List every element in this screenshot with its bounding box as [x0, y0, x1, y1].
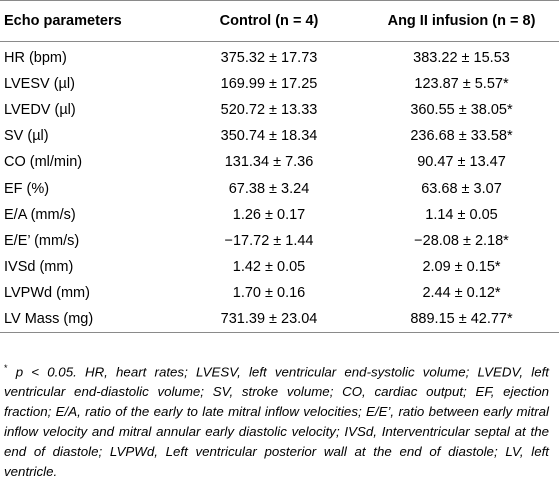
ang-ii-value: −28.08 ± 2.18* — [414, 232, 509, 249]
ang-ii-value: 2.44 ± 0.12* — [422, 284, 501, 301]
ang-ii-value: 2.09 ± 0.15* — [422, 258, 501, 275]
control-value: 67.38 ± 3.24 — [228, 180, 310, 197]
control-value: 520.72 ± 13.33 — [220, 102, 318, 119]
control-value: 169.99 ± 17.25 — [220, 76, 318, 93]
table-row: LV Mass (mg) 731.39 ± 23.04 889.15 ± 42.… — [0, 305, 559, 334]
table-row: E/E’ (mm/s) −17.72 ± 1.44 −28.08 ± 2.18* — [0, 228, 559, 254]
ang-ii-value: 236.68 ± 33.58* — [410, 128, 513, 145]
footnote-marker: * — [4, 363, 8, 373]
ang-ii-value: 63.68 ± 3.07 — [421, 180, 502, 197]
control-value: 1.26 ± 0.17 — [232, 206, 306, 223]
table-row: SV (µl) 350.74 ± 18.34 236.68 ± 33.58* — [0, 123, 559, 149]
ang-ii-value: 1.14 ± 0.05 — [425, 206, 498, 223]
control-value: 375.32 ± 17.73 — [220, 50, 318, 67]
row-label: E/E’ (mm/s) — [4, 232, 80, 249]
control-value: 1.42 ± 0.05 — [232, 258, 306, 275]
table-row: EF (%) 67.38 ± 3.24 63.68 ± 3.07 — [0, 175, 559, 201]
row-label: EF (%) — [4, 180, 50, 197]
control-value: 131.34 ± 7.36 — [224, 154, 314, 171]
ang-ii-value: 90.47 ± 13.47 — [417, 154, 506, 171]
table-header-row: Echo parameters Control (n = 4) Ang II i… — [0, 0, 559, 42]
ang-ii-value: 123.87 ± 5.57* — [414, 76, 509, 93]
row-label: CO (ml/min) — [4, 154, 83, 171]
header-ang-ii-infusion: Ang II infusion (n = 8) — [364, 0, 559, 42]
control-value: 1.70 ± 0.16 — [232, 284, 306, 301]
row-label: E/A (mm/s) — [4, 206, 76, 223]
ang-ii-value: 889.15 ± 42.77* — [364, 305, 559, 334]
header-control: Control (n = 4) — [174, 0, 364, 42]
header-echo-parameters: Echo parameters — [0, 0, 174, 42]
row-label: SV (µl) — [4, 128, 49, 145]
table-row: LVEDV (µl) 520.72 ± 13.33 360.55 ± 38.05… — [0, 97, 559, 123]
row-label: LVPWd (mm) — [4, 284, 90, 301]
table-row: IVSd (mm) 1.42 ± 0.05 2.09 ± 0.15* — [0, 254, 559, 280]
control-value: −17.72 ± 1.44 — [224, 232, 314, 249]
row-label: LVEDV (µl) — [4, 102, 76, 119]
row-label: HR (bpm) — [4, 50, 67, 67]
table-row: CO (ml/min) 131.34 ± 7.36 90.47 ± 13.47 — [0, 149, 559, 175]
table-row: LVPWd (mm) 1.70 ± 0.16 2.44 ± 0.12* — [0, 280, 559, 306]
table-row: E/A (mm/s) 1.26 ± 0.17 1.14 ± 0.05 — [0, 202, 559, 228]
control-value: 731.39 ± 23.04 — [174, 305, 364, 334]
table-row: HR (bpm) 375.32 ± 17.73 383.22 ± 15.53 — [0, 42, 559, 72]
row-label: LVESV (µl) — [4, 76, 75, 93]
ang-ii-value: 383.22 ± 15.53 — [413, 50, 510, 67]
footnote-text: p < 0.05. HR, heart rates; LVESV, left v… — [4, 364, 549, 480]
table-footnote: * p < 0.05. HR, heart rates; LVESV, left… — [4, 358, 549, 482]
row-label: LV Mass (mg) — [0, 305, 174, 334]
echo-parameters-table: Echo parameters Control (n = 4) Ang II i… — [0, 0, 559, 334]
table-row: LVESV (µl) 169.99 ± 17.25 123.87 ± 5.57* — [0, 71, 559, 97]
control-value: 350.74 ± 18.34 — [220, 128, 318, 145]
row-label: IVSd (mm) — [4, 258, 74, 275]
ang-ii-value: 360.55 ± 38.05* — [410, 102, 513, 119]
